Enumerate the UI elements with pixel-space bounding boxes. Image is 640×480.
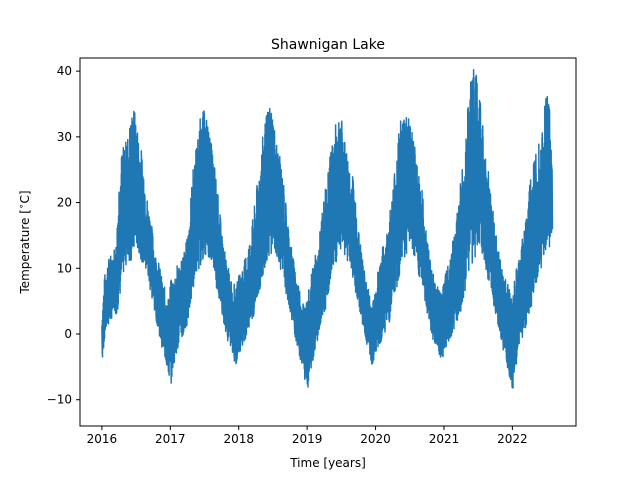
plot-area <box>101 69 554 389</box>
degree-symbol: ∘ <box>17 203 27 209</box>
y-tick-label: 10 <box>57 261 72 275</box>
y-tick-label: 20 <box>57 196 72 210</box>
axes-frame <box>79 57 577 427</box>
y-tick-label: 0 <box>64 327 72 341</box>
x-tick-label: 2020 <box>360 432 391 446</box>
y-axis-label: Temperature [∘C] <box>17 190 32 294</box>
y-axis-ticks: −10 0 10 20 30 40 <box>47 64 80 407</box>
y-tick-label: −10 <box>47 393 72 407</box>
x-tick-label: 2019 <box>292 432 323 446</box>
x-tick-label: 2021 <box>429 432 460 446</box>
y-axis-label-unit: C] <box>18 190 32 203</box>
series-line <box>101 69 554 389</box>
x-tick-label: 2022 <box>497 432 528 446</box>
y-axis-label-text: Temperature [ <box>18 209 32 295</box>
x-axis-label: Time [years] <box>289 456 366 470</box>
x-tick-label: 2017 <box>155 432 186 446</box>
x-tick-label: 2016 <box>87 432 118 446</box>
x-axis-ticks: 2016 2017 2018 2019 2020 2021 2022 <box>87 426 528 446</box>
chart-title: Shawnigan Lake <box>271 37 385 53</box>
y-tick-label: 40 <box>57 64 72 78</box>
y-tick-label: 30 <box>57 130 72 144</box>
x-tick-label: 2018 <box>223 432 254 446</box>
